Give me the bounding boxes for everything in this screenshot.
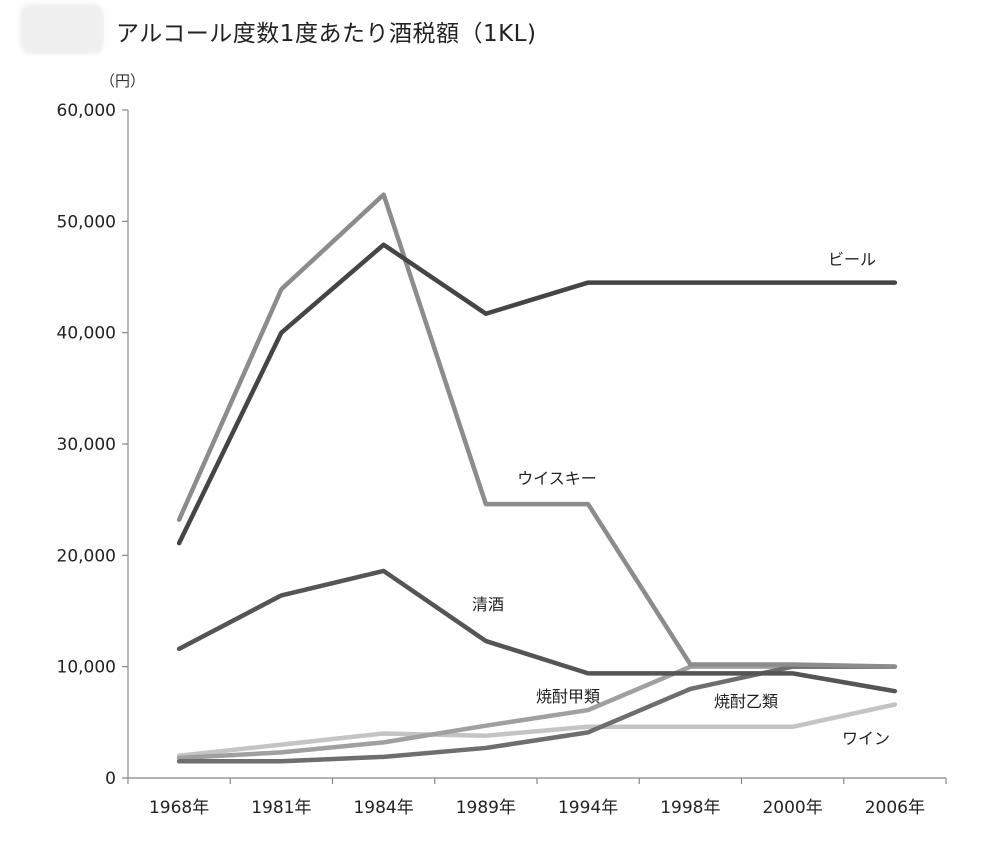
series-label: ビール	[828, 250, 876, 269]
series-lines	[176, 192, 898, 764]
x-tick-label: 1998年	[660, 798, 720, 818]
series-line	[176, 192, 898, 669]
series-line	[176, 568, 898, 694]
series-line	[176, 242, 898, 546]
y-tick-label: 60,000	[57, 101, 116, 121]
series-label: ワイン	[842, 729, 890, 748]
series-line	[176, 702, 898, 758]
y-axis-unit: （円）	[100, 72, 146, 90]
y-tick-label: 50,000	[57, 212, 116, 232]
x-tick-label: 1989年	[456, 798, 516, 818]
x-tick-label: 1981年	[251, 798, 311, 818]
x-tick-label: 2000年	[762, 798, 822, 818]
x-tick-label: 2006年	[865, 798, 925, 818]
y-tick-label: 30,000	[57, 435, 116, 455]
x-tick-label: 1968年	[149, 798, 209, 818]
y-tick-label: 0	[105, 769, 116, 789]
series-label: 焼酎甲類	[536, 687, 600, 706]
chart-title: アルコール度数1度あたり酒税額（1KL)	[116, 21, 537, 47]
axes: 0 10,000 20,000 30,000 40,000 50,000 60,000 196…	[57, 101, 947, 818]
series-line	[176, 664, 898, 764]
blurred-logo	[20, 4, 104, 54]
y-tick-label: 20,000	[57, 546, 116, 566]
series-label: 清酒	[472, 595, 504, 614]
series-label: ウイスキー	[517, 469, 597, 488]
y-tick-label: 40,000	[57, 324, 116, 344]
y-tick-label: 10,000	[57, 658, 116, 678]
x-tick-label: 1984年	[353, 798, 413, 818]
x-tick-label: 1994年	[558, 798, 618, 818]
series-label: 焼酎乙類	[714, 692, 778, 711]
